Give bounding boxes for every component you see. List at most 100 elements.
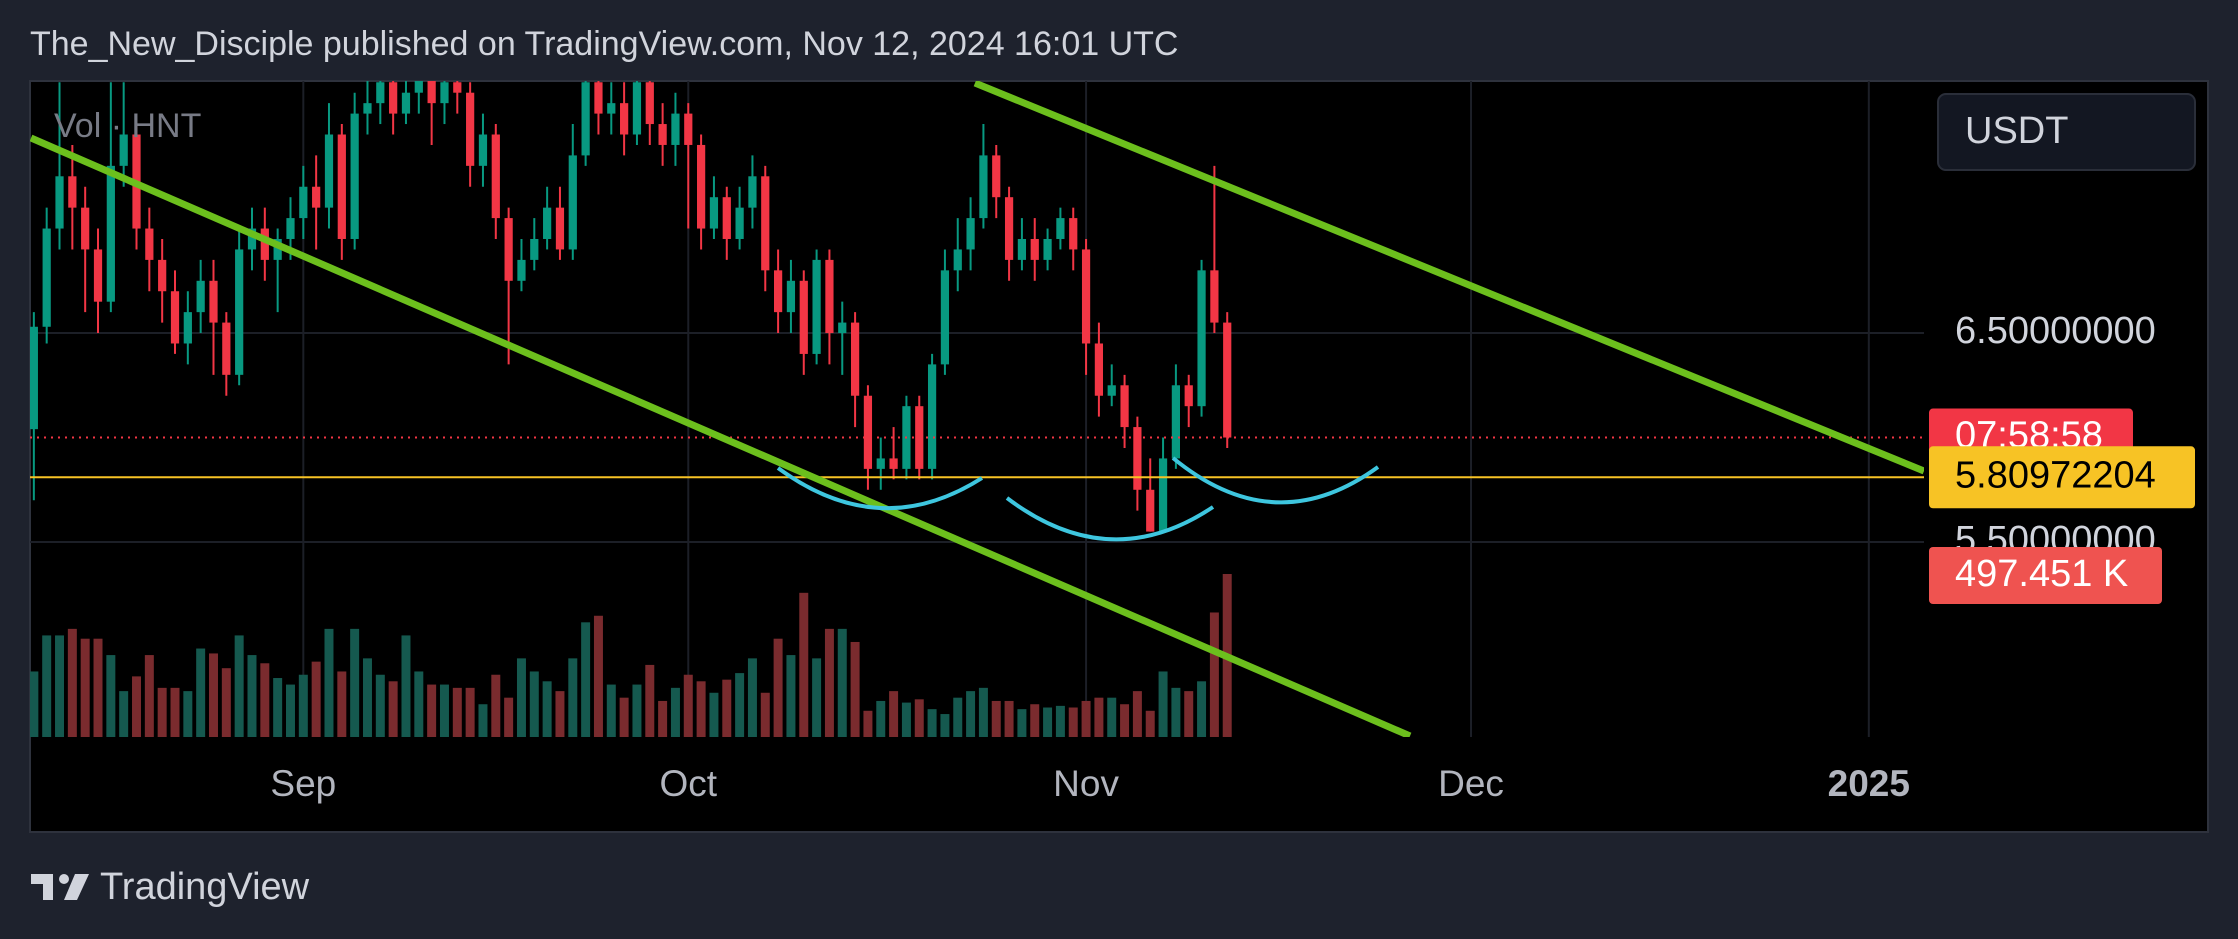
candle-body <box>645 82 654 125</box>
volume-bar <box>119 691 129 737</box>
candle-body <box>940 270 950 365</box>
volume-bar <box>427 684 437 737</box>
candle-body <box>312 186 321 208</box>
arc-3 <box>1171 456 1380 505</box>
price-line-box <box>1929 446 2195 509</box>
candle-body <box>68 176 77 208</box>
candle-body <box>812 259 821 354</box>
volume-bar <box>555 691 565 737</box>
volume-bar <box>1081 700 1091 737</box>
volume-bar <box>786 655 796 737</box>
volume-bar <box>658 700 668 737</box>
volume-bar <box>80 638 90 737</box>
candle-body <box>671 113 680 145</box>
volume-bar <box>1145 710 1155 737</box>
candle-body <box>953 249 962 271</box>
candle-body <box>222 322 231 375</box>
volume-bar <box>1132 691 1142 737</box>
volume-bar <box>863 710 873 737</box>
volume-bar <box>812 658 822 737</box>
arc-2 <box>1005 496 1215 542</box>
volume-bar <box>1107 697 1117 737</box>
currency-button[interactable]: USDT <box>1937 93 2196 171</box>
volume-bar <box>478 704 488 737</box>
footer-logo <box>31 874 89 900</box>
x-tick-label: Oct <box>659 763 717 804</box>
volume-bar <box>901 702 911 737</box>
volume-bar <box>1030 704 1040 737</box>
volume-bar <box>375 674 385 737</box>
volume-bar <box>876 700 886 737</box>
axes: Sep Oct Nov Dec 20255.500000006.5000000007:5… <box>270 310 2195 804</box>
publish-header: The_New_Disciple published on TradingVie… <box>30 25 1178 63</box>
currency-button-text[interactable]: USDT <box>1965 110 2068 152</box>
candle-body <box>889 458 898 469</box>
x-tick-label: Nov <box>1053 763 1119 804</box>
y-tick-label: 6.50000000 <box>1955 310 2156 352</box>
candle-body <box>1120 385 1129 428</box>
candle-body <box>1171 385 1181 459</box>
volume-bar <box>388 681 398 737</box>
candle-body <box>581 82 590 156</box>
candle-body <box>632 82 642 135</box>
volume-bar <box>837 628 847 737</box>
volume-bar <box>285 684 295 737</box>
candle-body <box>684 113 693 145</box>
candle-body <box>927 364 937 469</box>
x-tick-label: Sep <box>270 763 336 804</box>
logo-part <box>64 874 89 900</box>
volume-bar <box>221 668 231 737</box>
volume-bar <box>735 673 745 737</box>
volume-bar <box>991 700 1001 737</box>
candle-body <box>709 197 719 229</box>
candle-body <box>453 82 462 93</box>
candle-body <box>1043 238 1052 260</box>
candle-body <box>376 82 385 104</box>
candle-body <box>543 207 552 239</box>
volume-bar <box>709 692 719 737</box>
x-tick-label: 2025 <box>1828 763 1910 804</box>
candle-body <box>568 155 577 250</box>
x-tick-label: Dec <box>1438 763 1504 804</box>
candle-body <box>594 82 603 114</box>
volume-bar <box>491 674 501 737</box>
volume-bar <box>927 709 937 737</box>
volume-bar <box>337 671 347 737</box>
candle-body <box>838 322 847 334</box>
candle-body <box>491 134 500 219</box>
legend-label: Vol · HNT <box>54 107 201 145</box>
arc-1 <box>776 466 984 511</box>
candle-body <box>876 458 885 469</box>
candle-body <box>530 238 539 260</box>
footer-brand: TradingView <box>100 866 310 908</box>
candle-body <box>286 218 295 239</box>
candle-body <box>414 81 423 93</box>
volume-bar <box>298 674 308 737</box>
volume-bar <box>966 691 976 737</box>
currency-button-box[interactable] <box>1937 93 2196 171</box>
volume-bar <box>581 622 591 737</box>
volume-bar <box>722 679 732 737</box>
candle-body <box>1069 218 1078 250</box>
logo-part <box>59 874 69 884</box>
volume-bar <box>529 671 539 737</box>
candle-body <box>620 103 629 135</box>
candle-body <box>722 197 731 239</box>
candle-body <box>748 176 757 208</box>
candle-body <box>235 249 244 375</box>
volume-bar <box>593 615 603 737</box>
trendline-lower <box>30 134 1412 737</box>
candle-body <box>350 113 359 239</box>
candle-body <box>55 176 64 229</box>
volume-bar <box>273 678 283 737</box>
candle-body <box>209 280 218 323</box>
volume-pane <box>30 574 1232 737</box>
candle-body <box>170 291 180 344</box>
volume-bar <box>696 681 706 737</box>
candle-body <box>183 312 192 344</box>
candle-body <box>466 92 475 166</box>
candle-body <box>1210 270 1219 323</box>
volume-bar <box>106 655 116 737</box>
volume-bar <box>132 676 141 737</box>
volume-bar <box>1094 697 1104 737</box>
